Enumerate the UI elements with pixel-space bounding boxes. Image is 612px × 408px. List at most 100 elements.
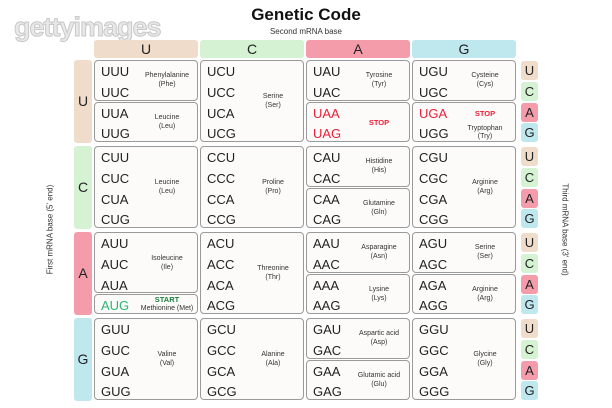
- amino-acid-name: Arginine: [472, 285, 498, 293]
- amino-acid-name: Glutamic acid: [357, 371, 401, 379]
- amino-acid-name: Methionine (Met): [140, 305, 194, 313]
- codon-group: UAU UAC Tyrosine (Tyr): [306, 60, 410, 101]
- amino-acid-abbr: (Gly): [477, 360, 493, 367]
- codon: GUU: [101, 322, 130, 337]
- first-base-header-U: U: [74, 60, 92, 143]
- codon: UAA: [313, 105, 340, 121]
- codon-group: UUA UUG Leucine (Leu): [94, 101, 198, 142]
- codon: CCA: [207, 191, 235, 207]
- stop-label: STOP: [368, 117, 390, 127]
- codon: CAC: [313, 170, 341, 186]
- codon-group: GAU GAC Aspartic acid (Asp): [306, 318, 410, 359]
- codon: GGG: [419, 384, 450, 400]
- codon: GGU: [419, 322, 449, 337]
- codon: CUU: [101, 150, 130, 165]
- codon: GGA: [419, 363, 448, 379]
- codon: ACU: [207, 236, 235, 251]
- third-base-G: G: [521, 381, 538, 401]
- amino-acid-abbr: (Arg): [477, 294, 493, 302]
- codon: AUU: [101, 236, 129, 251]
- amino-acid-name: Phenylalanine: [145, 72, 189, 80]
- amino-acid-abbr: (Val): [159, 360, 175, 367]
- amino-acid-abbr: (Arg): [477, 188, 493, 195]
- codon-group: CAA CAG Glutamine (Gln): [306, 187, 410, 228]
- third-base-U: U: [521, 233, 538, 252]
- codon: CCG: [207, 212, 236, 228]
- codon: UGU: [419, 64, 448, 79]
- amino-acid-name: Leucine: [154, 113, 180, 121]
- second-base-header-C: C: [200, 40, 304, 58]
- codon: ACG: [207, 298, 236, 314]
- codon: UGG: [419, 126, 449, 142]
- codon-group: AUG START Methionine (Met): [94, 294, 198, 314]
- codon: UAC: [313, 84, 341, 100]
- first-base-header-G: G: [74, 318, 92, 401]
- codon: GCG: [207, 384, 237, 400]
- codon-group: ACU ACC ACA ACG Threonine (Thr): [200, 232, 304, 314]
- amino-acid-name: Alanine: [261, 351, 285, 358]
- codon: CGC: [419, 170, 448, 186]
- codon: CGG: [419, 212, 449, 228]
- codon-group: GUU GUC GUA GUG Valine (Val): [94, 318, 198, 400]
- codon: CUC: [101, 170, 130, 186]
- amino-acid-name: Isoleucine: [151, 254, 183, 262]
- third-base-G: G: [521, 295, 538, 315]
- codon-group: CGU CGC CGA CGG Arginine (Arg): [412, 146, 516, 228]
- amino-acid-name: Glutamine: [363, 199, 395, 207]
- codon: UGC: [419, 84, 448, 100]
- first-base-header-C: C: [74, 146, 92, 229]
- amino-acid-name: Histidine: [365, 158, 393, 166]
- first-base-label: First mRNA base (5' end): [45, 184, 55, 275]
- amino-acid-name: Arginine: [472, 179, 498, 186]
- amino-acid-abbr: (His): [371, 167, 387, 175]
- codon: AAG: [313, 298, 341, 314]
- third-base-C: C: [521, 81, 538, 101]
- codon: ACA: [207, 277, 234, 293]
- codon: GGC: [419, 342, 449, 358]
- codon: GUC: [101, 342, 130, 358]
- codon: AAA: [313, 277, 340, 293]
- codon-group: AAA AAG Lysine (Lys): [306, 273, 410, 314]
- codon: UCG: [207, 126, 236, 142]
- third-base-A: A: [521, 102, 538, 122]
- amino-acid-name: Tryptophan: [467, 125, 503, 133]
- amino-acid-abbr: (Glu): [371, 380, 387, 388]
- amino-acid-name: Asparagine: [361, 244, 397, 252]
- page-title: Genetic Code: [251, 5, 361, 24]
- codon: UAG: [313, 126, 342, 142]
- amino-acid-name: Proline: [262, 179, 284, 186]
- watermark-logo: gettyimages: [14, 12, 163, 43]
- amino-acid-name: Lysine: [369, 285, 389, 293]
- amino-acid-abbr: (Leu): [158, 188, 176, 195]
- amino-acid-name: Glycine: [473, 351, 497, 358]
- third-base-U: U: [521, 147, 538, 166]
- codon: CUA: [101, 191, 129, 207]
- codon: AGU: [419, 236, 448, 251]
- amino-acid-abbr: (Ser): [265, 102, 281, 109]
- codon: UUC: [101, 84, 130, 100]
- codon-group: GCU GCC GCA GCG Alanine (Ala): [200, 318, 304, 400]
- codon-group: UUU UUC Phenylalanine (Phe): [94, 60, 198, 101]
- third-base-C: C: [521, 253, 538, 273]
- codon: AAU: [313, 236, 340, 251]
- codon: AGG: [419, 298, 448, 314]
- codon: AGC: [419, 256, 448, 272]
- third-base-C: C: [521, 339, 538, 359]
- amino-acid-name: Valine: [157, 351, 177, 358]
- codon: CAA: [313, 191, 340, 207]
- codon: AGA: [419, 277, 447, 293]
- codon-group: AGA AGG Arginine (Arg): [412, 273, 516, 314]
- codon: UUU: [101, 64, 130, 79]
- codon: GUG: [101, 384, 131, 400]
- third-base-label: Third mRNA base (3' end): [560, 183, 570, 276]
- codon: CAU: [313, 150, 341, 165]
- codon: CAG: [313, 212, 342, 228]
- codon-group: GGU GGC GGA GGG Glycine (Gly): [412, 318, 516, 400]
- amino-acid-abbr: (Ile): [160, 263, 174, 271]
- second-base-header-U: U: [94, 40, 198, 58]
- codon: ACC: [207, 256, 235, 272]
- codon: AUG: [101, 298, 130, 314]
- second-base-header-G: G: [412, 40, 516, 58]
- codon: GCU: [207, 322, 236, 337]
